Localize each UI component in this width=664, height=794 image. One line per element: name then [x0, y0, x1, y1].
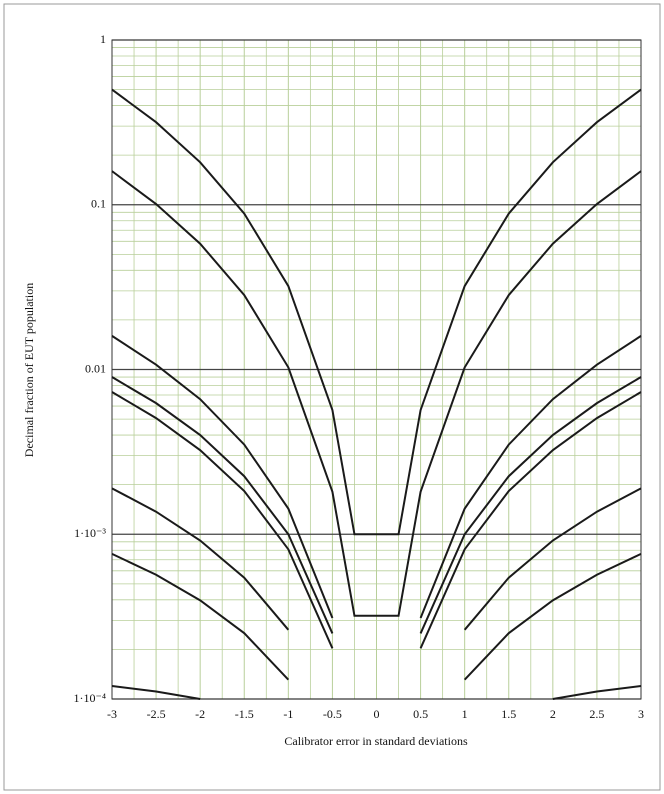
x-tick-label: -2 — [195, 707, 205, 721]
x-tick-label: 1 — [462, 707, 468, 721]
curve — [111, 684, 201, 700]
curve — [111, 335, 334, 619]
curve — [111, 552, 290, 681]
curve — [463, 487, 642, 631]
x-tick-label: -0.5 — [323, 707, 342, 721]
x-tick-label: 3 — [638, 707, 644, 721]
y-tick-label: 1·10⁻⁴ — [73, 691, 106, 705]
curve — [111, 88, 642, 536]
y-tick-label: 1·10⁻³ — [74, 526, 106, 540]
x-axis-title: Calibrator error in standard deviations — [284, 734, 468, 748]
x-tick-label: -3 — [107, 707, 117, 721]
frame — [3, 3, 661, 791]
y-tick-label: 0.1 — [91, 197, 106, 211]
curve — [111, 487, 290, 631]
curve — [419, 376, 642, 634]
x-tick-label: -1.5 — [235, 707, 254, 721]
curve — [552, 684, 642, 700]
x-tick-label: -2.5 — [147, 707, 166, 721]
curve — [111, 170, 642, 617]
curve — [463, 552, 642, 681]
curve — [419, 391, 642, 649]
x-tick-label: 2.5 — [589, 707, 604, 721]
plot-border — [111, 39, 642, 700]
curve — [419, 335, 642, 619]
curve — [111, 391, 334, 649]
x-tick-label: 0 — [374, 707, 380, 721]
y-axis-title: Decimal fraction of EUT population — [22, 283, 36, 457]
curve — [111, 376, 334, 634]
y-tick-label: 1 — [100, 32, 106, 46]
x-tick-label: 1.5 — [501, 707, 516, 721]
y-tick-label: 0.01 — [85, 361, 106, 375]
x-tick-label: 0.5 — [413, 707, 428, 721]
x-tick-label: -1 — [283, 707, 293, 721]
x-tick-label: 2 — [550, 707, 556, 721]
